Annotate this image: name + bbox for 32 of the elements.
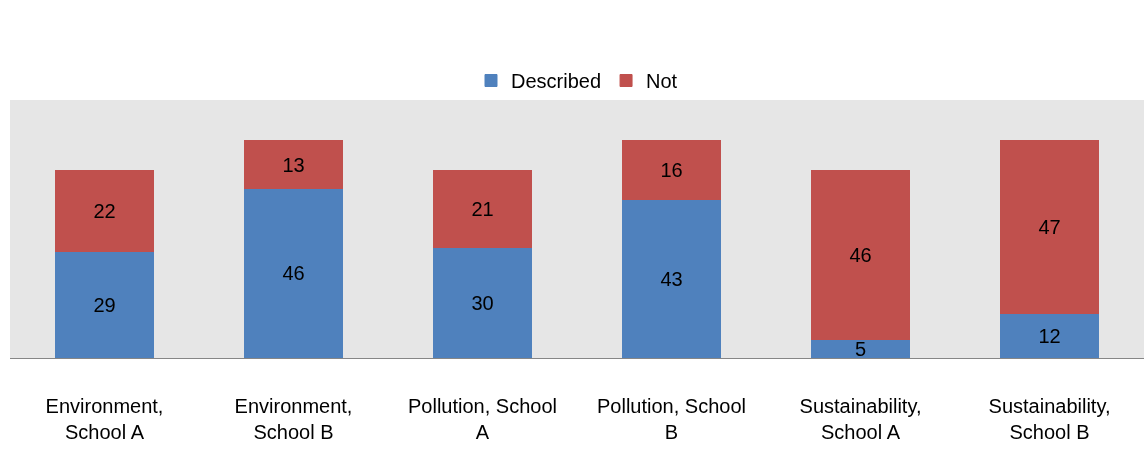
- data-label: 46: [282, 262, 305, 285]
- data-label: 21: [471, 197, 494, 220]
- data-label: 46: [849, 243, 872, 266]
- data-label: 43: [660, 267, 683, 290]
- x-tick-label: Sustainability, School A: [799, 395, 922, 443]
- x-tick-label: Pollution, School B: [597, 395, 746, 443]
- bar: [432, 169, 533, 248]
- bar: [999, 313, 1100, 358]
- x-tick-label: Sustainability, School B: [988, 395, 1111, 443]
- bar: [54, 250, 155, 358]
- data-label: 12: [1038, 324, 1061, 347]
- data-label: 47: [1038, 216, 1061, 239]
- data-label: 30: [471, 291, 494, 314]
- data-label: 16: [660, 159, 683, 182]
- bar: [810, 339, 911, 358]
- data-label: 29: [93, 293, 116, 316]
- x-tick-label: Environment, School A: [45, 395, 164, 443]
- x-tick-label: Environment, School B: [234, 395, 353, 443]
- bar: [243, 187, 344, 358]
- bar: [621, 199, 722, 358]
- legend-label: Not: [646, 70, 678, 93]
- data-label: 13: [282, 153, 305, 176]
- bar: [810, 169, 911, 341]
- bar: [432, 246, 533, 358]
- bar: [243, 140, 344, 189]
- bar: [54, 169, 155, 252]
- bar: [621, 140, 722, 201]
- x-tick-label: Pollution, School A: [408, 395, 557, 443]
- data-label: 5: [854, 337, 867, 360]
- legend-label: Described: [511, 70, 602, 93]
- bar: [999, 140, 1100, 315]
- data-label: 22: [93, 199, 116, 222]
